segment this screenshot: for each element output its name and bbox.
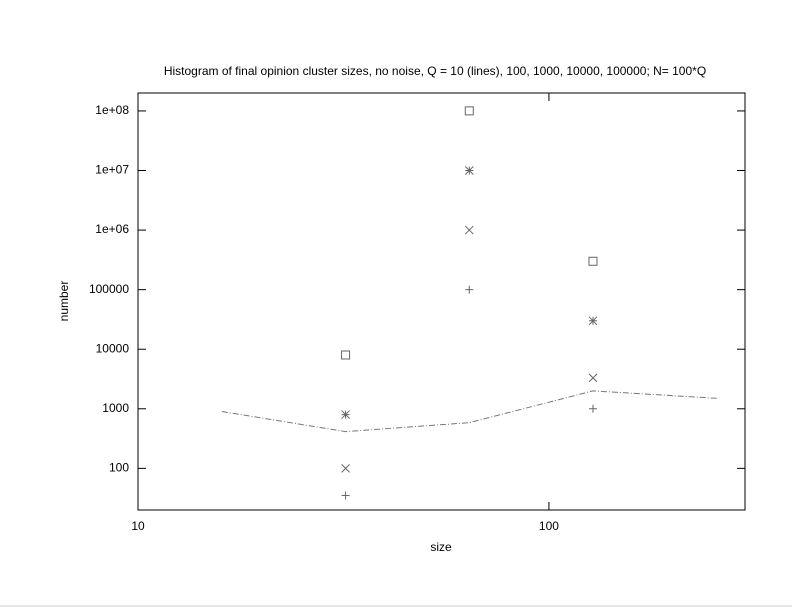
y-tick-label: 1e+07: [95, 163, 129, 177]
y-tick-label: 1e+06: [95, 222, 129, 236]
series-line: [221, 390, 717, 433]
point-marker: [341, 350, 351, 360]
point-marker: [588, 404, 597, 413]
point-marker: [341, 410, 350, 419]
point-marker: [588, 256, 598, 266]
x-axis-label: size: [430, 540, 452, 554]
chart-title: Histogram of final opinion cluster sizes…: [164, 64, 706, 78]
point-marker: [464, 106, 474, 116]
plot-frame: [137, 92, 746, 511]
point-marker: [465, 285, 474, 294]
point-marker: [464, 225, 474, 235]
y-tick-label: 10000: [96, 341, 130, 355]
point-marker: [341, 491, 350, 500]
y-tick-label: 100000: [89, 282, 129, 296]
x-tick-label: 100: [539, 519, 559, 533]
y-tick-label: 1000: [102, 401, 129, 415]
y-tick-label: 100: [109, 461, 129, 475]
point-marker: [341, 464, 350, 473]
point-marker: [464, 166, 474, 175]
point-marker: [588, 373, 598, 383]
x-tick-label: 10: [131, 519, 145, 533]
y-axis-label: number: [57, 281, 71, 322]
point-marker: [588, 316, 598, 326]
y-tick-label: 1e+08: [95, 103, 129, 117]
